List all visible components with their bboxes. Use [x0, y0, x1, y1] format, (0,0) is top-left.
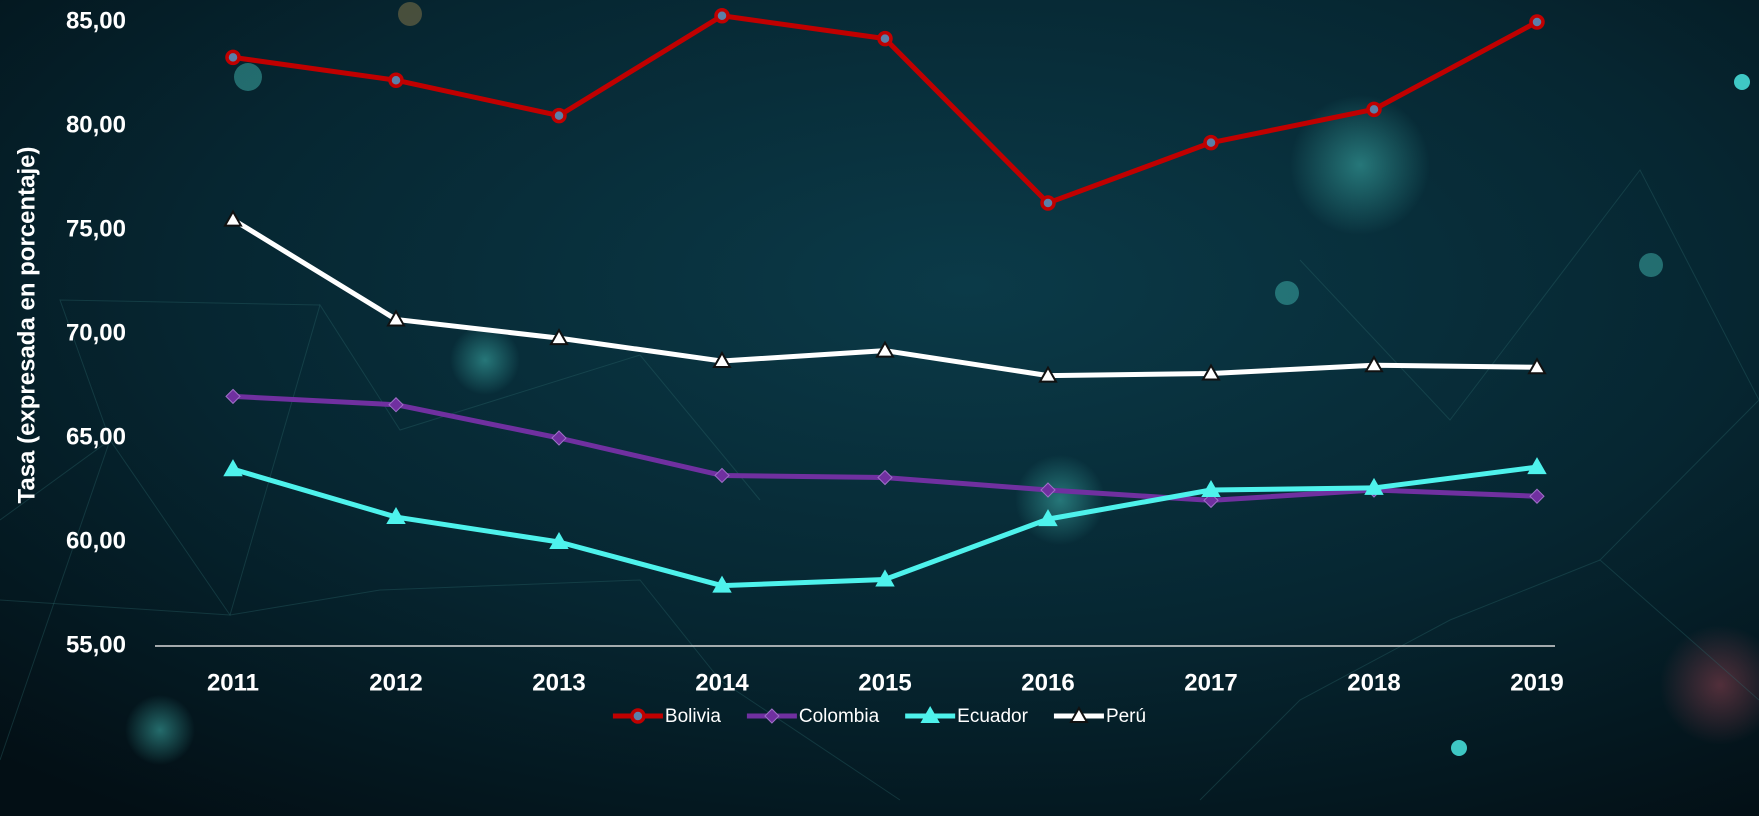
- legend-label: Ecuador: [957, 706, 1028, 727]
- marker: [1364, 477, 1384, 495]
- y-tick-label: 75,00: [66, 215, 126, 242]
- marker: [549, 328, 569, 346]
- marker: [551, 430, 567, 446]
- y-tick-label: 80,00: [66, 111, 126, 138]
- marker: [714, 8, 730, 24]
- marker: [1203, 134, 1219, 151]
- x-tick-label: 2014: [695, 669, 749, 696]
- marker: [712, 351, 732, 369]
- series: [223, 457, 1547, 593]
- legend: Bolivia Colombia Ecuador Perú: [612, 705, 1146, 727]
- marker: [1201, 479, 1221, 497]
- x-tick-label: 2019: [1510, 669, 1563, 696]
- marker: [1529, 488, 1545, 504]
- marker: [712, 575, 732, 593]
- marker: [630, 708, 646, 724]
- x-tick-label: 2016: [1021, 669, 1074, 696]
- x-tick-label: 2015: [858, 669, 911, 696]
- marker: [551, 107, 567, 124]
- legend-item: Perú: [1053, 705, 1146, 727]
- legend-item: Colombia: [746, 706, 880, 727]
- marker: [1069, 705, 1089, 723]
- y-tick-label: 55,00: [66, 631, 126, 658]
- series: [225, 8, 1545, 211]
- x-tick-label: 2017: [1184, 669, 1237, 696]
- marker: [1040, 195, 1056, 211]
- x-tick-label: 2011: [207, 669, 259, 696]
- marker: [225, 388, 241, 405]
- marker: [1201, 363, 1221, 381]
- marker: [223, 209, 243, 227]
- marker: [225, 49, 241, 66]
- marker: [714, 467, 730, 484]
- legend-label: Perú: [1106, 706, 1146, 727]
- marker: [223, 459, 243, 477]
- x-tick-label: 2018: [1347, 669, 1400, 696]
- y-tick-label: 65,00: [66, 423, 126, 450]
- marker: [1364, 355, 1384, 373]
- marker: [1038, 509, 1058, 527]
- marker: [1527, 357, 1547, 375]
- legend-label: Colombia: [799, 706, 880, 727]
- series: [223, 209, 1547, 383]
- marker: [1527, 457, 1547, 475]
- legend-item: Bolivia: [612, 706, 721, 727]
- y-tick-label: 85,00: [66, 7, 126, 34]
- x-tick-label: 2012: [369, 669, 422, 696]
- marker: [388, 72, 404, 88]
- marker: [1529, 14, 1545, 30]
- marker: [1366, 101, 1382, 118]
- marker: [388, 397, 404, 413]
- marker: [920, 705, 940, 723]
- decoration: [0, 2, 1759, 801]
- y-tick-label: 70,00: [66, 319, 126, 346]
- marker: [1040, 482, 1056, 498]
- y-tick-label: 60,00: [66, 527, 126, 554]
- marker: [386, 507, 406, 525]
- x-tick-label: 2013: [532, 669, 585, 696]
- legend-item: Ecuador: [905, 705, 1029, 727]
- marker: [875, 569, 895, 587]
- legend-label: Bolivia: [665, 706, 721, 727]
- marker: [386, 309, 406, 327]
- marker: [877, 469, 893, 486]
- marker: [875, 340, 895, 358]
- marker: [1038, 365, 1058, 383]
- marker: [764, 708, 780, 724]
- series: [225, 388, 1545, 509]
- marker: [877, 30, 893, 47]
- y-axis-title: Tasa (expresada en porcentaje): [13, 146, 40, 503]
- marker: [549, 531, 569, 549]
